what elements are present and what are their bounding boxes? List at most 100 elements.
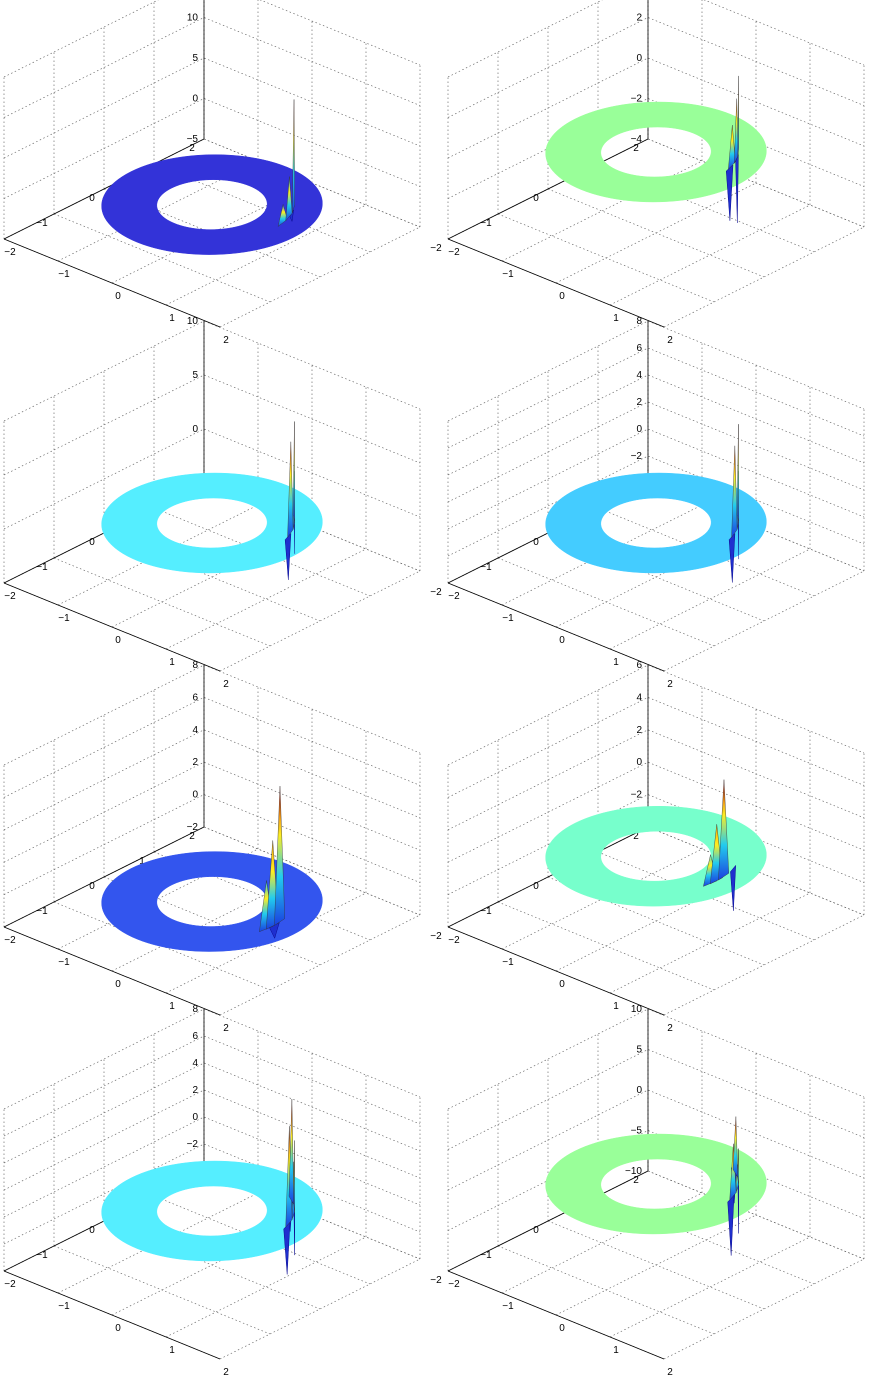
y-axis xyxy=(447,1170,649,1272)
x-tick-label: −1 xyxy=(58,957,70,968)
x-tick-label: 2 xyxy=(223,1367,229,1378)
peak-mark xyxy=(732,1116,739,1179)
annulus-surface xyxy=(101,1160,323,1262)
x-tick-label: 1 xyxy=(613,313,619,324)
surface xyxy=(545,779,767,911)
x-tick-label: 2 xyxy=(223,1023,229,1034)
z-tick-label: 5 xyxy=(192,53,198,64)
z-tick-label: 6 xyxy=(636,660,642,671)
z-tick-label: 4 xyxy=(636,692,642,703)
dip-mark xyxy=(293,1208,295,1256)
y-tick-label: 0 xyxy=(89,881,95,892)
x-tick-label: 2 xyxy=(667,1023,673,1034)
x-tick-label: −1 xyxy=(58,613,70,624)
surface xyxy=(101,1099,323,1275)
z-tick-label: 2 xyxy=(636,725,642,736)
x-tick-label: −2 xyxy=(448,1279,460,1290)
y-tick-label: −1 xyxy=(36,906,48,917)
x-tick-label: 0 xyxy=(559,291,565,302)
x-tick-label: 2 xyxy=(667,1367,673,1378)
x-tick-label: 2 xyxy=(667,679,673,690)
x-tick-label: 1 xyxy=(169,657,175,668)
x-tick-label: −1 xyxy=(502,269,514,280)
z-tick-label: 8 xyxy=(192,660,198,671)
y-tick-label: −1 xyxy=(36,218,48,229)
x-tick-label: −2 xyxy=(4,1279,16,1290)
dip-mark xyxy=(725,164,734,221)
peak-mark xyxy=(737,75,739,158)
axes xyxy=(447,665,665,1016)
z-tick-label: 4 xyxy=(192,1058,198,1069)
peak-mark xyxy=(274,786,285,926)
z-tick-label: 6 xyxy=(192,1031,198,1042)
z-tick-label: 5 xyxy=(636,1045,642,1056)
z-tick-label: 0 xyxy=(636,53,642,64)
y-tick-label: 0 xyxy=(533,881,539,892)
x-tick-label: −2 xyxy=(448,935,460,946)
x-axis xyxy=(447,1270,665,1360)
dip-mark xyxy=(283,1222,291,1275)
z-tick-label: −2 xyxy=(631,94,643,105)
y-axis xyxy=(3,826,205,928)
x-tick-label: −2 xyxy=(4,247,16,258)
y-axis xyxy=(447,826,649,928)
z-tick-label: 0 xyxy=(192,1112,198,1123)
z-tick-label: −2 xyxy=(631,790,643,801)
x-tick-label: 0 xyxy=(559,979,565,990)
y-tick-label: −1 xyxy=(36,562,48,573)
z-tick-label: 5 xyxy=(192,370,198,381)
y-tick-label: 2 xyxy=(189,831,195,842)
x-tick-label: −1 xyxy=(502,1301,514,1312)
y-tick-label: 2 xyxy=(633,143,639,154)
annulus-surface xyxy=(545,101,767,203)
x-axis xyxy=(3,582,221,672)
x-tick-label: 0 xyxy=(115,291,121,302)
peak-mark xyxy=(731,445,738,539)
x-axis xyxy=(447,926,665,1016)
y-tick-label: 0 xyxy=(533,1225,539,1236)
z-tick-label: 0 xyxy=(192,424,198,435)
x-tick-label: −1 xyxy=(58,269,70,280)
x-tick-label: 0 xyxy=(115,635,121,646)
surface xyxy=(545,1116,767,1256)
x-tick-label: 1 xyxy=(169,313,175,324)
y-axis xyxy=(447,138,649,240)
y-tick-label: −1 xyxy=(480,218,492,229)
x-tick-label: 1 xyxy=(613,1001,619,1012)
x-axis xyxy=(3,238,221,328)
surface xyxy=(101,99,323,255)
y-tick-label: −2 xyxy=(430,587,442,598)
peak-mark xyxy=(718,779,729,881)
peak-mark xyxy=(288,1099,295,1206)
x-tick-label: −1 xyxy=(502,613,514,624)
z-tick-label: 2 xyxy=(192,1085,198,1096)
annulus-surface xyxy=(101,154,323,255)
y-tick-label: 0 xyxy=(89,1225,95,1236)
z-tick-label: −2 xyxy=(187,822,199,833)
x-tick-label: 0 xyxy=(115,979,121,990)
z-tick-label: 2 xyxy=(636,13,642,24)
x-axis xyxy=(3,1270,221,1360)
x-tick-label: −2 xyxy=(448,247,460,258)
z-tick-label: 8 xyxy=(192,1004,198,1015)
z-tick-label: 10 xyxy=(187,13,199,24)
annulus-surface xyxy=(545,1133,767,1235)
annulus-surface xyxy=(101,851,323,952)
z-tick-label: 2 xyxy=(192,757,198,768)
z-tick-label: 0 xyxy=(636,1085,642,1096)
x-tick-label: −2 xyxy=(4,935,16,946)
x-tick-label: 1 xyxy=(613,657,619,668)
z-tick-label: 0 xyxy=(636,424,642,435)
z-tick-label: 10 xyxy=(631,1004,643,1015)
y-tick-label: 0 xyxy=(89,193,95,204)
x-axis xyxy=(447,238,665,328)
dip-mark xyxy=(727,1195,735,1256)
